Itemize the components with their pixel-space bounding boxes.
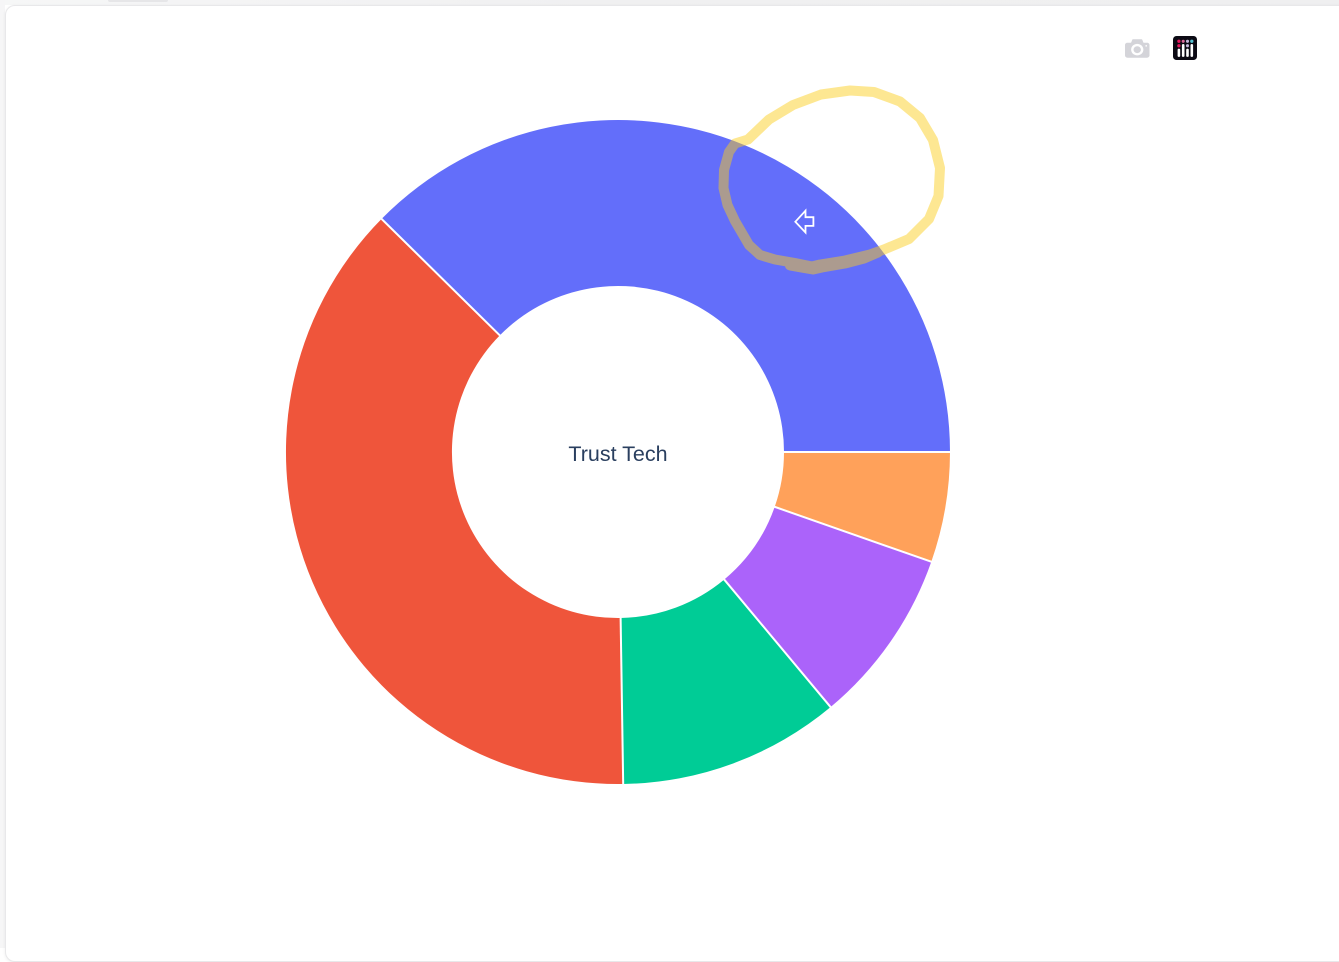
svg-text:Trust Tech: Trust Tech — [568, 442, 667, 466]
